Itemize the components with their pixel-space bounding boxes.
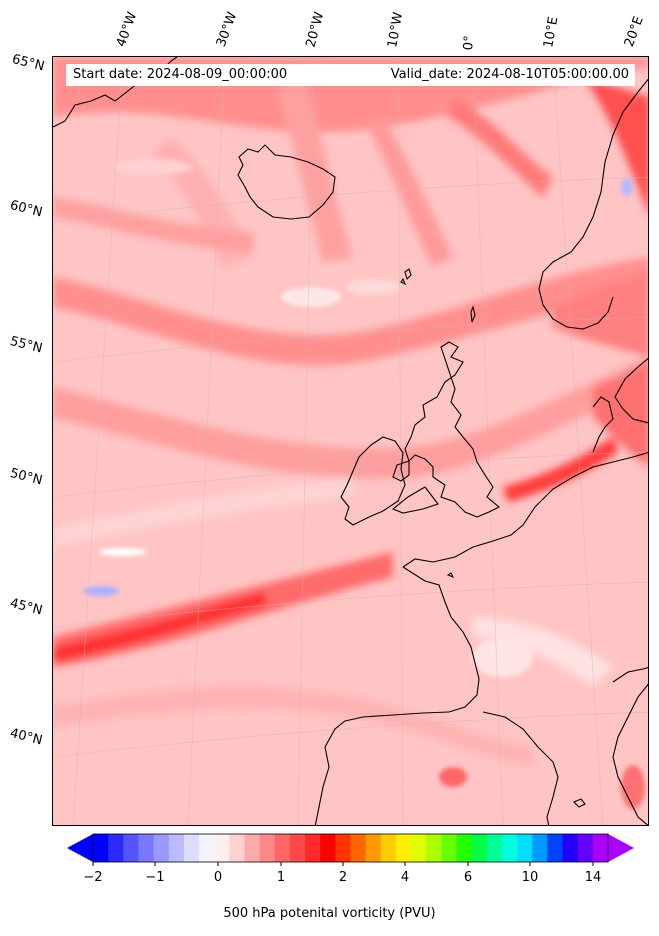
colorbar-cell: [380, 834, 397, 862]
colorbar-cell: [244, 834, 261, 862]
colorbar-cell: [441, 834, 458, 862]
colorbar-cell: [365, 834, 382, 862]
colorbar-cell: [411, 834, 427, 862]
colorbar-cell: [562, 834, 579, 862]
colorbar-cell: [577, 834, 594, 862]
colorbar-cell: [426, 834, 442, 862]
colorbar-cell: [138, 834, 155, 862]
colorbar-cell: [532, 834, 549, 862]
cbar-tick-4: 4: [400, 870, 410, 885]
colorbar-cell: [471, 834, 488, 862]
colorbar-cell: [259, 834, 276, 862]
colorbar-cell: [229, 834, 246, 862]
colorbar-cell: [456, 834, 473, 862]
graticule: [53, 57, 648, 825]
cbar-tick-14: 14: [584, 870, 602, 885]
valid-date-label: Valid_date: 2024-08-10T05:00:00.00: [390, 67, 629, 82]
colorbar-cell: [168, 834, 185, 862]
cbar-tick-m2: −2: [83, 870, 103, 885]
colorbar-cell: [395, 834, 412, 862]
coastlines: [53, 57, 648, 825]
colorbar-extend-low: [67, 834, 93, 862]
colorbar-cell: [214, 834, 230, 862]
cbar-tick-0: 0: [213, 870, 223, 885]
colorbar-cell: [486, 834, 503, 862]
colorbar-extend-high: [608, 834, 634, 862]
colorbar-cell: [320, 834, 336, 862]
cbar-tick-m1: −1: [145, 870, 165, 885]
pv-field: [53, 57, 648, 825]
colorbar-cell: [547, 834, 564, 862]
cbar-tick-2: 2: [338, 870, 348, 885]
map-panel: [52, 56, 649, 826]
cbar-tick-6: 6: [463, 870, 473, 885]
cbar-tick-10: 10: [521, 870, 539, 885]
colorbar-cell: [123, 834, 140, 862]
colorbar-cell: [501, 834, 518, 862]
colorbar-cell: [153, 834, 170, 862]
cbar-tick-1: 1: [276, 870, 286, 885]
pv-shading: [53, 57, 648, 767]
colorbar-cell: [274, 834, 291, 862]
pv-highlights: [83, 159, 645, 809]
colorbar-cell: [183, 834, 200, 862]
colorbar-cell: [517, 834, 533, 862]
colorbar-title: 500 hPa potenital vorticity (PVU): [223, 906, 436, 921]
colorbar-cell: [289, 834, 306, 862]
colorbar-cell: [350, 834, 367, 862]
colorbar-cell: [93, 834, 109, 862]
colorbar-cell: [335, 834, 352, 862]
colorbar-cell: [199, 834, 215, 862]
start-date-label: Start date: 2024-08-09_00:00:00: [73, 67, 288, 82]
map-header-box: Start date: 2024-08-09_00:00:00 Valid_da…: [66, 64, 635, 86]
colorbar: [67, 833, 634, 866]
colorbar-cell: [592, 834, 609, 862]
colorbar-cell: [305, 834, 321, 862]
colorbar-cell: [108, 834, 124, 862]
